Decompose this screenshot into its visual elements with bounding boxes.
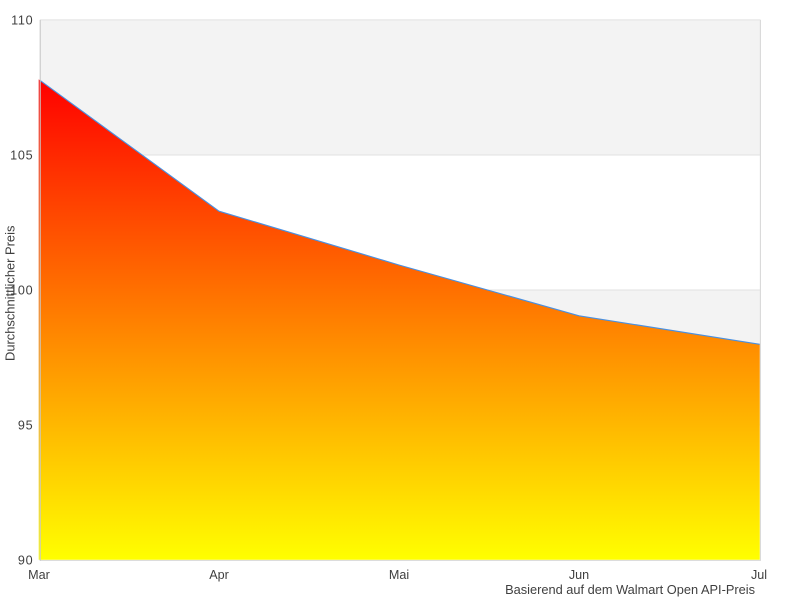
svg-text:110: 110 <box>11 13 33 27</box>
svg-text:Mai: Mai <box>389 568 409 582</box>
svg-text:95: 95 <box>18 419 33 433</box>
svg-text:90: 90 <box>18 554 33 568</box>
svg-text:Mar: Mar <box>28 568 50 582</box>
svg-text:100: 100 <box>10 284 33 298</box>
svg-text:Durchschnittlicher Preis: Durchschnittlicher Preis <box>2 226 17 361</box>
svg-text:105: 105 <box>10 149 33 163</box>
svg-text:Apr: Apr <box>209 568 229 582</box>
svg-text:Jun: Jun <box>569 568 589 582</box>
svg-text:Basierend auf dem Walmart Open: Basierend auf dem Walmart Open API-Preis <box>505 582 755 597</box>
svg-text:Jul: Jul <box>751 568 767 582</box>
